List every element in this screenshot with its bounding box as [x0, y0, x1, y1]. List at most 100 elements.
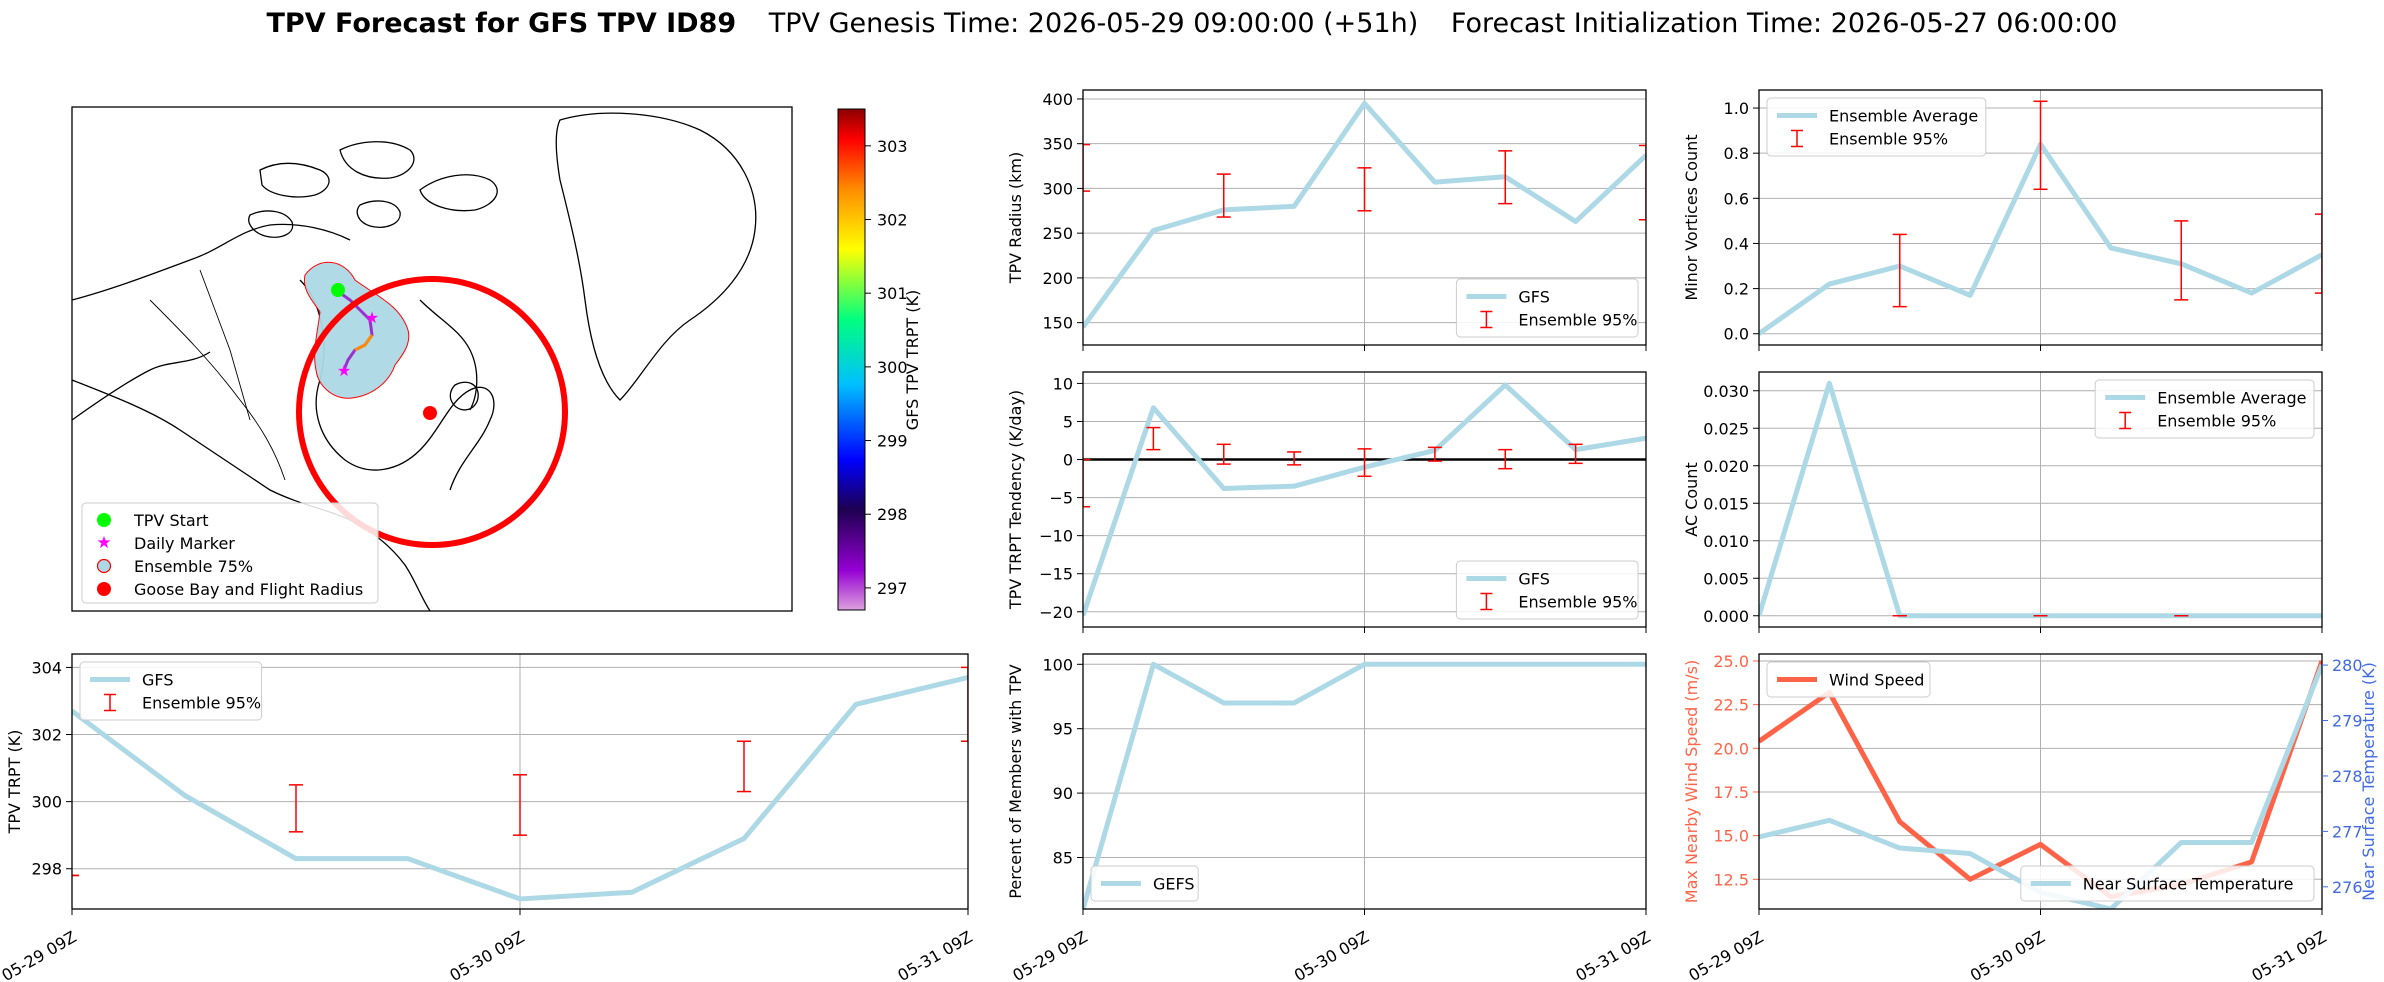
y-tick-label: 0.8 — [1724, 144, 1749, 163]
series-line — [1083, 100, 1646, 329]
y-tick-label: −5 — [1049, 489, 1073, 508]
plot-area — [1083, 661, 1646, 909]
y-tick-label: 250 — [1042, 224, 1073, 243]
chart-wind: 05-29 09Z 05-30 09Z 05-31 09Z 12.5 15.0 17.5 2… — [1682, 652, 2378, 982]
goose-bay-marker[interactable] — [423, 406, 437, 420]
chart-tendency: 10 5 0 −5 −10 −15 −20 TPV TRPT Tendency (K/day)… — [1006, 371, 1647, 633]
x-tick-label: 05-29 09Z — [1009, 927, 1090, 982]
legend: Ensemble Average Ensemble 95% — [2094, 379, 2315, 439]
map-panel: ★ ★ TPV Start ★ Daily Marker Ensemble 75… — [71, 106, 922, 612]
figure-title: TPV Forecast for GFS TPV ID89 TPV Genesi… — [267, 8, 2118, 39]
daily-marker-1: ★ — [365, 308, 379, 327]
tpv-start-marker[interactable] — [331, 283, 345, 297]
legend-label: GFS — [1518, 570, 1549, 589]
y-tick-label: 304 — [31, 658, 62, 677]
y-axis-label: TPV TRPT (K) — [5, 730, 24, 835]
legend-label: Ensemble 95% — [1518, 593, 1637, 612]
y-tick-label: 100 — [1042, 655, 1073, 674]
y-tick-label: 0 — [1063, 451, 1073, 470]
axes-frame — [1082, 371, 1647, 628]
legend-box — [1455, 560, 1639, 620]
ensemble-75-region — [303, 261, 410, 399]
y-tick-label: 95 — [1053, 720, 1073, 739]
x-tick-label: 05-31 09Z — [894, 927, 975, 982]
legend: GFS Ensemble 95% — [79, 661, 263, 721]
y-tick-label: 302 — [31, 726, 62, 745]
axes-frame — [1082, 89, 1647, 346]
chart-radius: 150 200 250 300 350 400 TPV Radius (km) GFS Ense… — [1006, 89, 1647, 351]
legend-label: GFS — [1518, 288, 1549, 307]
y-tick-label: 0.015 — [1703, 494, 1749, 513]
legend-box — [1090, 865, 1199, 902]
plot-area — [1759, 380, 2322, 619]
y-tick-label: 90 — [1053, 784, 1073, 803]
y-tick-label: 0.2 — [1724, 280, 1749, 299]
colorbar-tick-label: 300 — [877, 358, 908, 377]
x-tick-label: 05-31 09Z — [2248, 927, 2329, 982]
y-tick-label: 300 — [31, 793, 62, 812]
axes-frame — [1758, 653, 2323, 910]
chart-minor: 0.0 0.2 0.4 0.6 0.8 1.0 Minor Vortices Count En… — [1682, 89, 2323, 351]
y-axis-label: AC Count — [1682, 462, 1701, 536]
y2-tick-label: 280 — [2332, 656, 2363, 675]
series-line — [1083, 661, 1646, 909]
legend-label: Near Surface Temperature — [2083, 875, 2294, 894]
colorbar-tick-label: 303 — [877, 137, 908, 156]
title-init: Forecast Initialization Time: 2026-05-27… — [1451, 8, 2118, 39]
y-axis-label: Max Nearby Wind Speed (m/s) — [1682, 660, 1701, 903]
legend-box — [2020, 865, 2315, 902]
y-axis-label: TPV Radius (km) — [1006, 152, 1025, 285]
axes-frame — [71, 653, 969, 910]
title-bold: TPV Forecast for GFS TPV ID89 — [267, 8, 737, 39]
y2-tick-label: 276 — [2332, 878, 2363, 897]
y-tick-label: 85 — [1053, 848, 1073, 867]
y-tick-label: 0.0 — [1724, 325, 1749, 344]
legend-box — [79, 661, 263, 721]
y-tick-label: 25.0 — [1713, 652, 1749, 671]
legend-label: Ensemble 95% — [1518, 311, 1637, 330]
colorbar-tick-label: 297 — [877, 579, 908, 598]
x-tick-label: 05-30 09Z — [1967, 927, 2048, 982]
chart-trpt: 05-29 09Z 05-30 09Z 05-31 09Z 298 300 302 304 T… — [0, 653, 976, 982]
legend-box — [1766, 97, 1987, 157]
y-tick-label: 0.025 — [1703, 419, 1749, 438]
colorbar-tick-label: 302 — [877, 211, 908, 230]
plot-area — [1083, 100, 1646, 329]
x-tick-label: 05-31 09Z — [1572, 927, 1653, 982]
y-tick-label: 1.0 — [1724, 99, 1749, 118]
y-tick-label: 5 — [1063, 412, 1073, 431]
y-tick-label: −10 — [1039, 527, 1073, 546]
plot-area — [1083, 382, 1646, 617]
y-tick-label: 22.5 — [1713, 696, 1749, 715]
y2-tick-label: 277 — [2332, 822, 2363, 841]
colorbar-label: GFS TPV TRPT (K) — [903, 290, 922, 430]
y-tick-label: 10 — [1053, 374, 1073, 393]
chart-ac: 0.000 0.005 0.010 0.015 0.020 0.025 0.030 AC Co… — [1682, 371, 2323, 633]
plot-area — [1759, 100, 2322, 336]
colorbar-tick-label: 301 — [877, 284, 908, 303]
y-tick-label: 300 — [1042, 179, 1073, 198]
x-tick-label: 05-29 09Z — [0, 927, 80, 982]
legend: GFS Ensemble 95% — [1455, 278, 1639, 338]
y-axis-label: Percent of Members with TPV — [1006, 664, 1025, 898]
flight-radius-circle — [296, 276, 568, 548]
series-line — [72, 675, 968, 902]
legend-box — [1455, 278, 1639, 338]
daily-marker-2: ★ — [337, 361, 351, 380]
y-tick-label: 0.4 — [1724, 234, 1749, 253]
legend-label: Ensemble Average — [1829, 107, 1978, 126]
y-tick-label: 12.5 — [1713, 870, 1749, 889]
map-legend-label: Daily Marker — [134, 534, 235, 553]
y2-tick-label: 278 — [2332, 767, 2363, 786]
map-legend-label: Goose Bay and Flight Radius — [134, 580, 363, 599]
y-tick-label: −15 — [1039, 565, 1073, 584]
chart-percent: 05-29 09Z 05-30 09Z 05-31 09Z 85 90 95 100 Perc… — [1006, 653, 1654, 982]
x-tick-label: 05-30 09Z — [1291, 927, 1372, 982]
y-tick-label: 0.005 — [1703, 569, 1749, 588]
map-legend-label: Ensemble 75% — [134, 557, 253, 576]
legend: GFS Ensemble 95% — [1455, 560, 1639, 620]
legend-label: Ensemble Average — [2157, 389, 2306, 408]
legend-label: Ensemble 95% — [2157, 412, 2276, 431]
axes-frame — [1758, 89, 2323, 346]
